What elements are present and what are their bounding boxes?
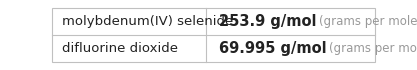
Text: (grams per mole): (grams per mole)	[319, 15, 417, 28]
Text: difluorine dioxide: difluorine dioxide	[62, 42, 178, 55]
Text: (grams per mole): (grams per mole)	[329, 42, 417, 55]
Text: 253.9 g/mol: 253.9 g/mol	[219, 14, 316, 29]
Text: molybdenum(IV) selenide: molybdenum(IV) selenide	[62, 15, 233, 28]
Text: 69.995 g/mol: 69.995 g/mol	[219, 41, 326, 56]
